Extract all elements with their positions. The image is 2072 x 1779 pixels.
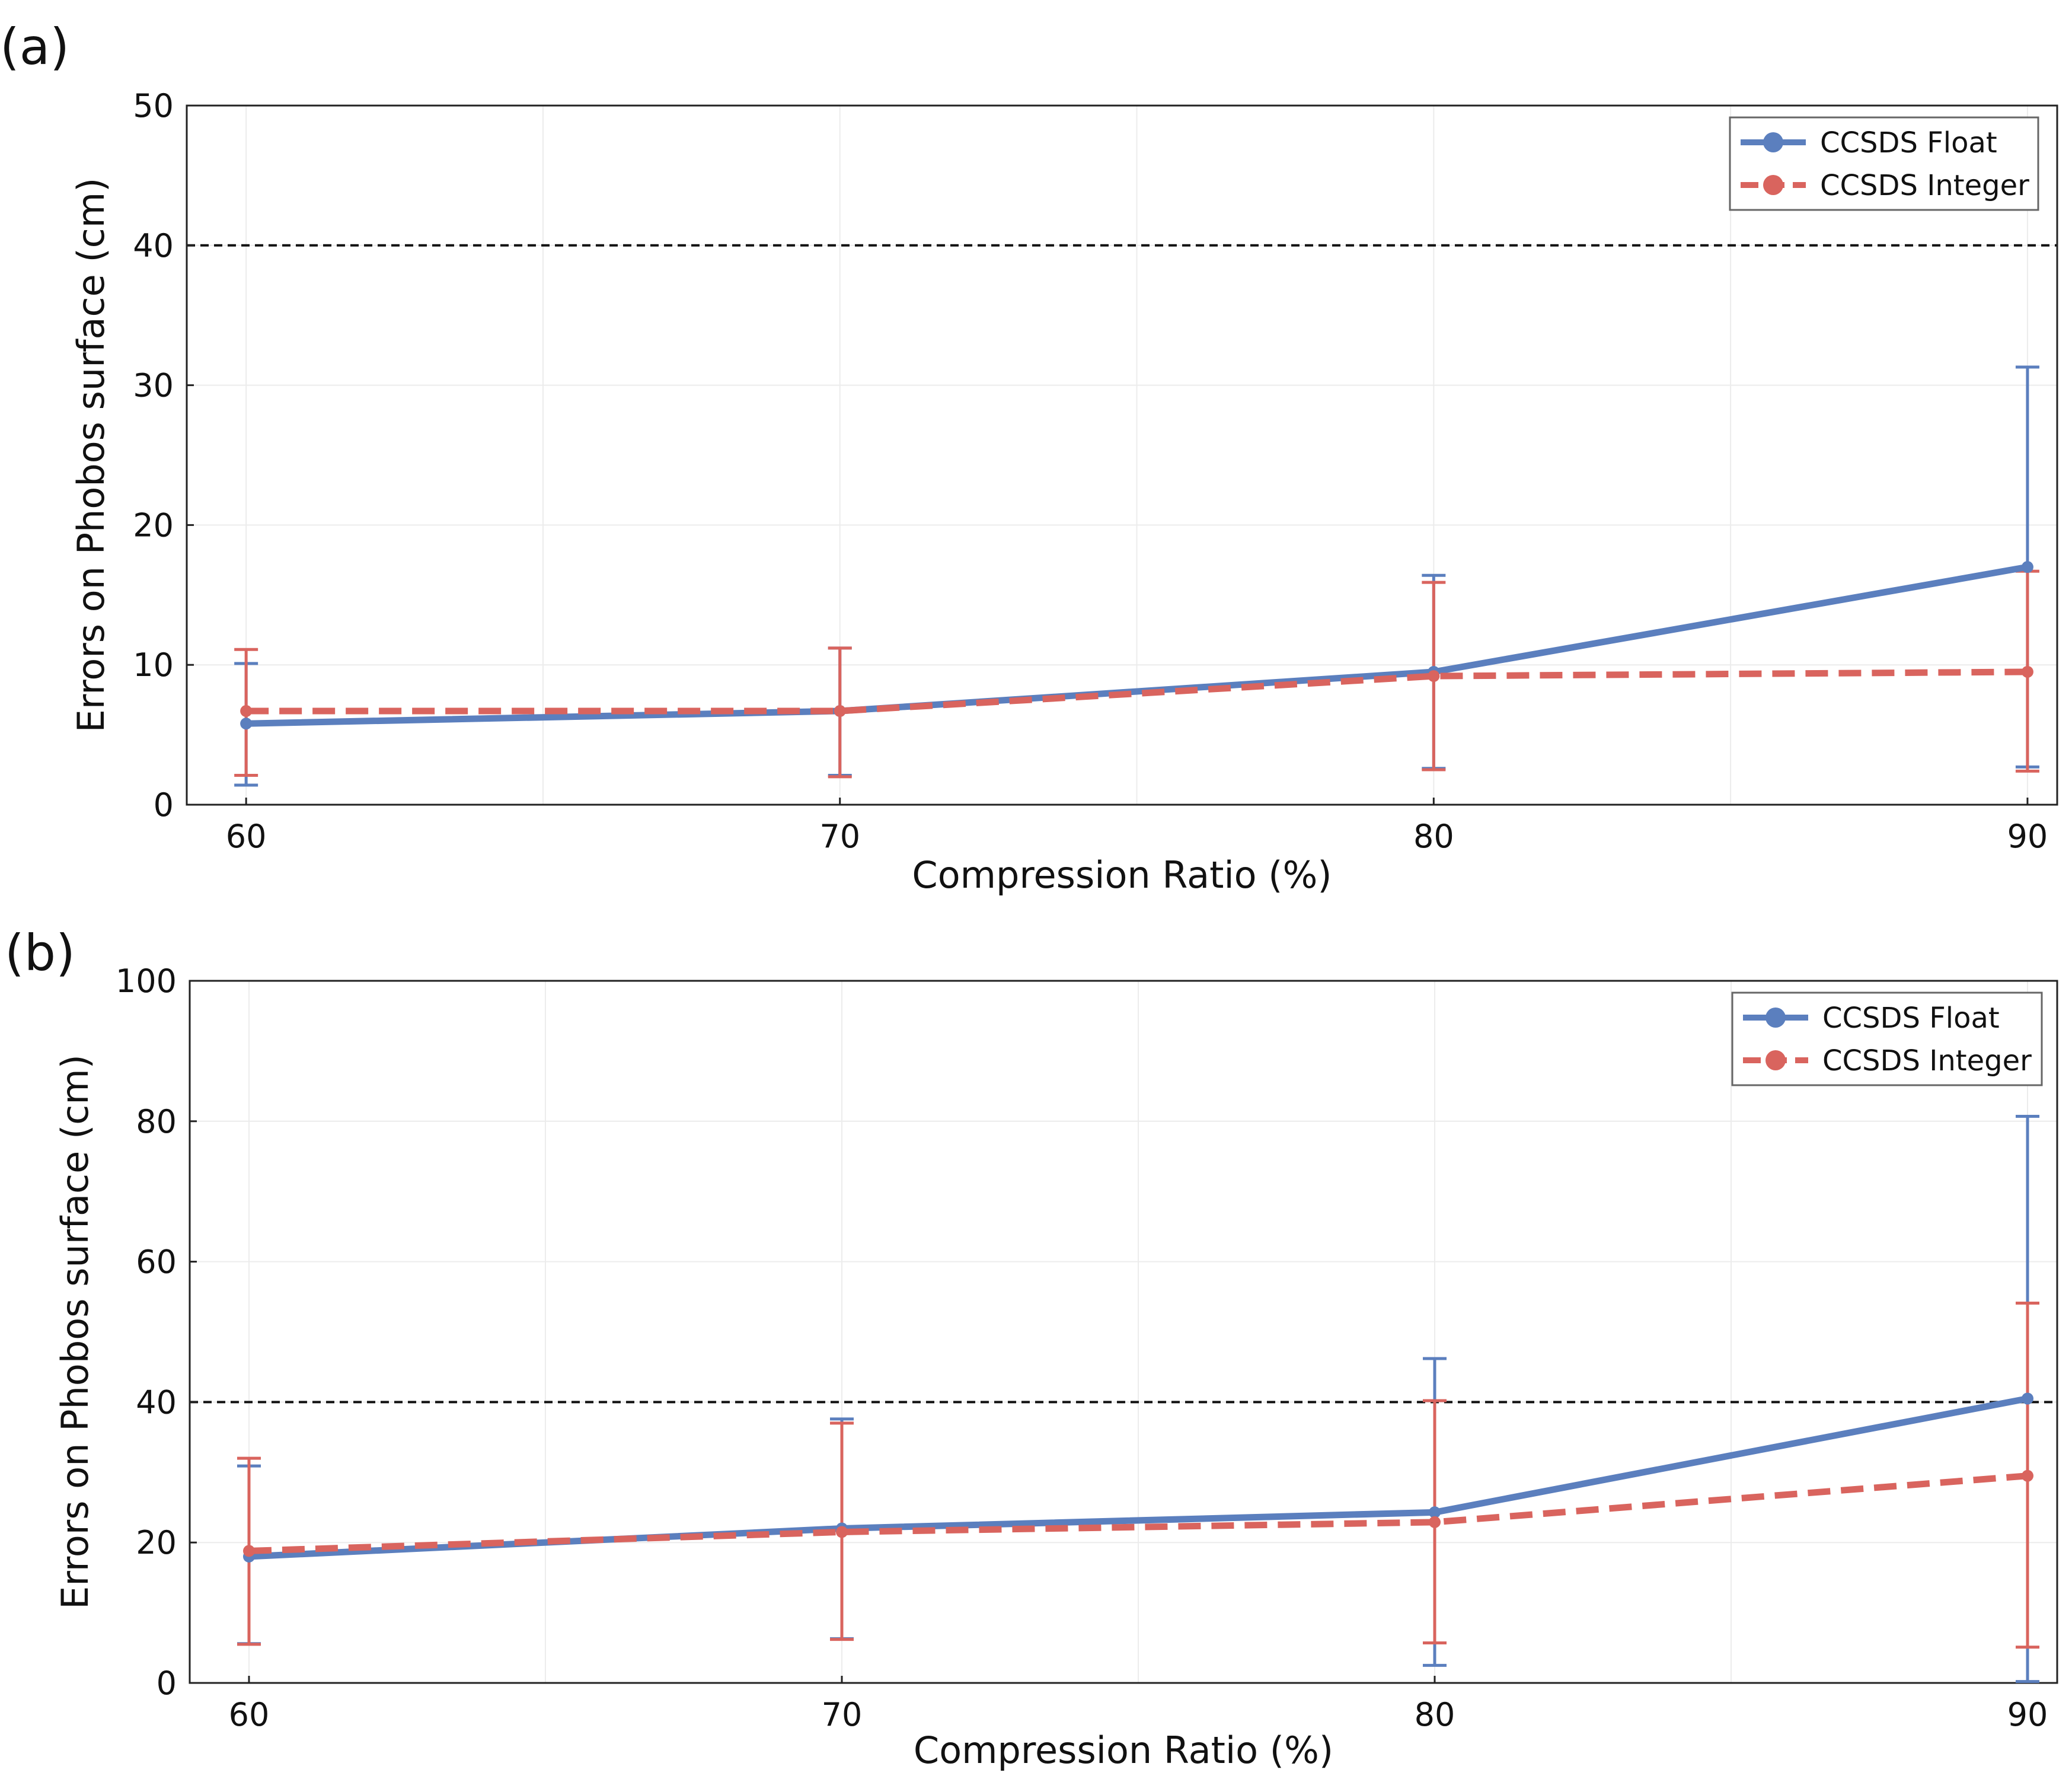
y-tick-label: 10	[133, 646, 174, 684]
x-tick-label: 60	[229, 1696, 270, 1733]
legend-label: CCSDS Float	[1820, 126, 1997, 160]
data-point	[2022, 1392, 2033, 1405]
legend-marker	[1763, 132, 1783, 152]
y-tick-label: 30	[133, 367, 174, 404]
data-point	[243, 1545, 255, 1557]
x-tick-label: 80	[1413, 818, 1454, 855]
x-tick-label: 90	[2007, 818, 2048, 855]
panel-label: (b)	[5, 924, 75, 982]
chart-panel-a: (a) 0 10 20 30 40 50 60 70 80 90 Compression Ratio …	[0, 18, 2058, 897]
plot-frame	[189, 980, 2058, 1684]
data-point	[836, 1526, 848, 1538]
y-axis-title: Errors on Phobos surface (cm)	[53, 1054, 97, 1609]
x-tick-label: 70	[819, 818, 860, 855]
x-axis-title: Compression Ratio (%)	[914, 1729, 1333, 1772]
data-point	[240, 718, 253, 730]
data-point	[2021, 561, 2033, 573]
legend: CCSDS Float CCSDS Integer	[1729, 116, 2039, 211]
legend-label: CCSDS Integer	[1822, 1044, 2032, 1077]
y-tick-label: 0	[157, 1665, 177, 1702]
y-tick-label: 80	[136, 1103, 177, 1140]
legend-marker	[1765, 1050, 1786, 1070]
x-tick-label: 60	[226, 818, 267, 855]
y-tick-label: 100	[116, 962, 177, 1000]
y-tick-label: 40	[133, 227, 174, 264]
legend-box	[1729, 116, 2039, 211]
x-tick-label: 80	[1415, 1696, 1455, 1733]
legend-label: CCSDS Integer	[1820, 169, 2029, 202]
y-tick-label: 40	[136, 1383, 177, 1421]
panel-label: (a)	[0, 18, 69, 76]
legend-item-ccsds-integer: CCSDS Integer	[1743, 1044, 2032, 1077]
data-point	[1429, 1506, 1441, 1519]
legend-item-ccsds-float: CCSDS Float	[1743, 1002, 2000, 1035]
legend: CCSDS Float CCSDS Integer	[1731, 991, 2043, 1086]
data-point	[834, 705, 846, 718]
y-tick-label: 20	[136, 1524, 177, 1561]
y-tick-label: 0	[154, 786, 174, 824]
data-point	[240, 705, 253, 718]
x-axis-title: Compression Ratio (%)	[912, 853, 1332, 897]
x-tick-label: 90	[2007, 1696, 2048, 1733]
legend-label: CCSDS Float	[1822, 1002, 2000, 1035]
legend-item-ccsds-float: CCSDS Float	[1741, 126, 1997, 160]
data-point	[2022, 1469, 2033, 1482]
legend-item-ccsds-integer: CCSDS Integer	[1741, 169, 2029, 202]
y-tick-label: 20	[133, 506, 174, 544]
legend-box	[1731, 991, 2043, 1086]
x-tick-label: 70	[822, 1696, 863, 1733]
y-axis-title: Errors on Phobos surface (cm)	[69, 178, 113, 733]
chart-panel-b: (b) 0 20 40 60 80 100 60 70 80 90 Compression Ratio…	[5, 924, 2058, 1772]
legend-marker	[1763, 175, 1783, 195]
data-point	[2021, 665, 2033, 678]
data-point	[1429, 1516, 1441, 1528]
series-line	[248, 1395, 2029, 1560]
series-line-ccsds-integer	[240, 665, 2033, 718]
y-tick-label: 60	[136, 1244, 177, 1281]
legend-marker	[1765, 1008, 1786, 1028]
data-point	[1428, 670, 1440, 683]
series-line-ccsds-integer	[243, 1469, 2033, 1557]
series-line	[246, 563, 2028, 727]
plot-frame	[186, 104, 2058, 806]
y-tick-label: 50	[133, 87, 174, 125]
